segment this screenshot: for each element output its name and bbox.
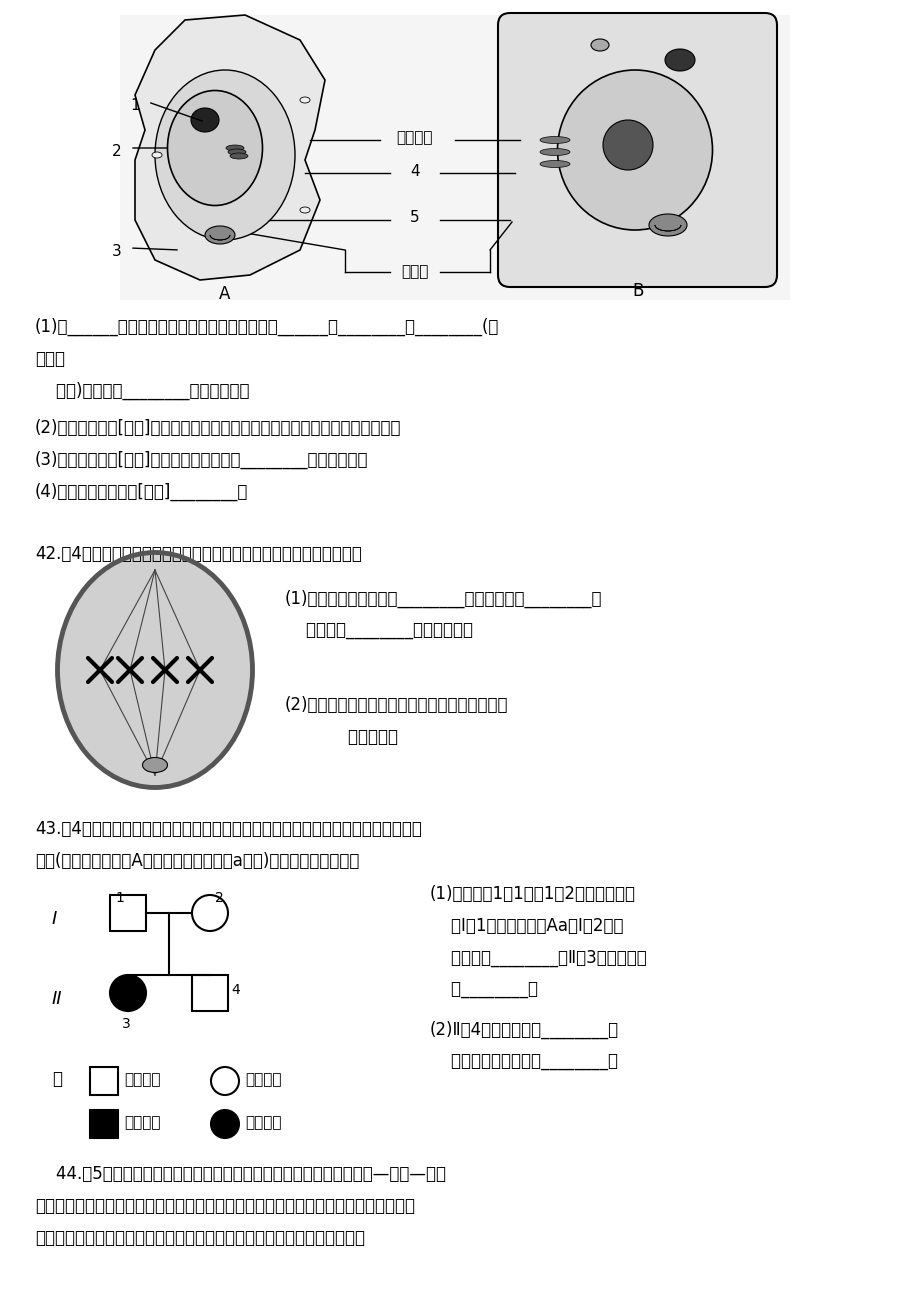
Ellipse shape [539,160,570,168]
Ellipse shape [142,758,167,772]
Ellipse shape [230,153,248,159]
Text: 4: 4 [231,983,240,997]
Ellipse shape [557,70,711,230]
Ellipse shape [539,148,570,156]
Ellipse shape [57,552,252,788]
Bar [119,16,789,300]
Text: 患病男性: 患病男性 [124,1115,160,1130]
Text: (1)图______是植物细胞，判断的依据是细胞中有______、________、________(填: (1)图______是植物细胞，判断的依据是细胞中有______、_______… [35,318,499,337]
Ellipse shape [152,152,162,159]
Text: I: I [52,910,57,928]
Text: 高尔基体: 高尔基体 [396,130,433,146]
Text: 2: 2 [112,144,121,159]
Text: 是关于内环境及其稳态的概念图，请在答题卡上填写１～５处适当的名词。: 是关于内环境及其稳态的概念图，请在答题卡上填写１～５处适当的名词。 [35,1228,365,1247]
Text: (2)Ⅱ代4号的基因型是________，: (2)Ⅱ代4号的基因型是________， [429,1020,618,1039]
Text: 2: 2 [215,891,223,905]
Ellipse shape [602,120,652,170]
Text: 43.（4分）人类白化病是常染色体上的隐性基因控制的遗传病，下图是一个白化病系: 43.（4分）人类白化病是常染色体上的隐性基因控制的遗传病，下图是一个白化病系 [35,820,422,838]
Ellipse shape [664,49,694,72]
Text: A: A [219,285,231,303]
Text: (2)细胞核是标号[　　]，其功能是遗传信息库，是细胞代谢和遗传的控制中心。: (2)细胞核是标号[ ]，其功能是遗传信息库，是细胞代谢和遗传的控制中心。 [35,419,401,437]
Ellipse shape [205,226,234,244]
Text: 标号)结构，图________是动物细胞。: 标号)结构，图________是动物细胞。 [35,382,249,400]
Ellipse shape [228,150,245,155]
Text: (4)光合作用的场所是[　　]________。: (4)光合作用的场所是[ ]________。 [35,484,248,502]
Text: 44.（5分）内环境稳态是机体进行正常生命活动的必要条件。在神经—体液—免疫: 44.（5分）内环境稳态是机体进行正常生命活动的必要条件。在神经—体液—免疫 [35,1165,446,1183]
Text: 基因型是________，Ⅱ代3号的基因型: 基因型是________，Ⅱ代3号的基因型 [429,949,646,967]
Text: (2)该细胞分裂结束后，产生的每个子细胞中含有: (2)该细胞分裂结束后，产生的每个子细胞中含有 [285,696,508,714]
Text: 4: 4 [410,165,419,179]
Text: II: II [52,991,62,1008]
Text: 正常女性: 正常女性 [244,1072,281,1087]
Text: 3: 3 [122,1017,130,1031]
Text: 他是杂合子的概率是________。: 他是杂合子的概率是________。 [429,1053,618,1071]
Text: 5: 5 [410,211,419,225]
Ellipse shape [167,91,262,205]
Bar [90,1067,118,1095]
Text: 条染色体。: 条染色体。 [285,728,398,746]
Text: 名称或: 名称或 [35,350,65,368]
Bar [110,894,146,931]
Text: 正常男性: 正常男性 [124,1072,160,1087]
Text: 42.（4分）下图是动物细胞有丝分裂某一时期图像，请据图回答问题。: 42.（4分）下图是动物细胞有丝分裂某一时期图像，请据图回答问题。 [35,545,361,563]
Text: (3)线粒体是标号[　　]，其功能是细胞进行________的主要场所。: (3)线粒体是标号[ ]，其功能是细胞进行________的主要场所。 [35,451,369,469]
Text: 注: 注 [52,1070,62,1088]
Circle shape [110,975,146,1011]
Circle shape [210,1110,239,1138]
Text: B: B [631,282,643,300]
Text: 染色体，________条染色单体。: 染色体，________条染色单体。 [285,621,472,640]
Text: 内质网: 内质网 [401,264,428,280]
Ellipse shape [300,207,310,213]
FancyBboxPatch shape [497,13,777,287]
Ellipse shape [300,98,310,103]
Ellipse shape [191,108,219,133]
Ellipse shape [539,136,570,143]
Text: 1: 1 [115,891,124,905]
Ellipse shape [154,70,295,240]
Ellipse shape [648,214,686,237]
Text: 3: 3 [112,244,121,259]
Text: 调节的共同作用下，健康人的内环境的每一种成分和理化性质都处于动态平衡中。下图: 调节的共同作用下，健康人的内环境的每一种成分和理化性质都处于动态平衡中。下图 [35,1197,414,1216]
Text: 谱图(肤色正常基因用A表示，白化病基因用a表示)，请据图回答问题。: 谱图(肤色正常基因用A表示，白化病基因用a表示)，请据图回答问题。 [35,852,359,870]
Text: 是________。: 是________。 [429,982,538,998]
Text: 患病女性: 患病女性 [244,1115,281,1130]
Text: 1: 1 [130,98,140,113]
Text: (1)该细胞处于分裂期的________期，细胞中有________条: (1)该细胞处于分裂期的________期，细胞中有________条 [285,590,602,608]
Ellipse shape [590,39,608,51]
Polygon shape [135,16,324,280]
Bar [192,975,228,1011]
Text: (1)由图可知1代1号、1代2号表现正常，: (1)由图可知1代1号、1代2号表现正常， [429,885,635,903]
Bar [90,1110,118,1138]
Ellipse shape [226,146,244,151]
Text: 且Ⅰ代1号的基因型是Aa，Ⅰ代2号的: 且Ⅰ代1号的基因型是Aa，Ⅰ代2号的 [429,916,623,935]
